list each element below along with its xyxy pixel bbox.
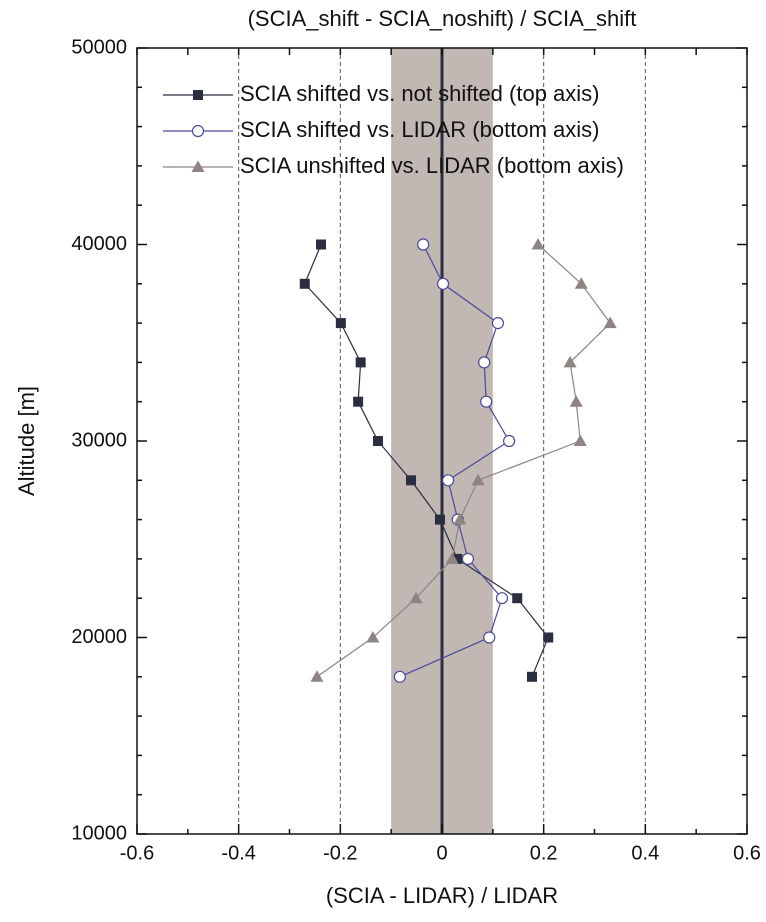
marker-square: [543, 632, 554, 643]
y-tick-label: 10000: [71, 822, 127, 844]
y-tick-label: 20000: [71, 626, 127, 648]
legend-label: SCIA shifted vs. not shifted (top axis): [240, 81, 600, 106]
marker-circle: [503, 434, 516, 448]
y-axis-label: Altitude [m]: [14, 386, 39, 496]
legend-marker: [191, 124, 205, 138]
marker-triangle: [445, 552, 459, 564]
marker-circle: [461, 552, 475, 566]
marker-triangle: [603, 316, 617, 329]
series-line: [304, 244, 549, 678]
x-tick-label: 0.2: [530, 842, 558, 864]
marker-triangle: [310, 670, 324, 682]
marker-triangle: [471, 473, 485, 486]
marker-circle: [478, 356, 491, 369]
marker-square: [434, 514, 445, 525]
x-tick-label: -0.2: [323, 842, 357, 864]
marker-square: [335, 318, 346, 329]
marker-circle: [491, 317, 505, 330]
marker-square: [372, 436, 383, 446]
x-tick-label: 0: [436, 842, 447, 864]
y-tick-label: 30000: [71, 429, 127, 451]
marker-circle: [483, 631, 496, 644]
marker-triangle: [569, 395, 583, 407]
marker-triangle: [563, 355, 577, 368]
series-line: [399, 244, 510, 678]
marker-square: [353, 396, 364, 407]
marker-triangle: [453, 513, 467, 525]
marker-circle: [480, 395, 493, 408]
marker-triangle: [366, 631, 380, 643]
marker-circle: [417, 238, 430, 251]
marker-triangle: [573, 434, 587, 446]
x-tick-label: 0.4: [631, 842, 659, 864]
legend-marker: [191, 160, 205, 172]
x-axis-label: (SCIA - LIDAR) / LIDAR: [326, 883, 558, 908]
x-tick-label: 0.6: [733, 842, 761, 864]
marker-square: [526, 671, 537, 682]
y-tick-label: 40000: [71, 233, 127, 255]
marker-square: [512, 593, 523, 604]
chart-title: (SCIA_shift - SCIA_noshift) / SCIA_shift: [248, 6, 637, 31]
legend-label: SCIA unshifted vs. LIDAR (bottom axis): [240, 153, 624, 178]
marker-circle: [436, 277, 450, 290]
marker-circle: [442, 474, 455, 487]
marker-circle: [393, 670, 406, 683]
marker-square: [452, 553, 463, 564]
legend-marker: [193, 90, 203, 100]
x-tick-label: -0.4: [221, 842, 255, 864]
y-tick-label: 50000: [71, 36, 127, 58]
marker-square: [355, 357, 366, 368]
marker-triangle: [409, 591, 423, 604]
marker-circle: [495, 592, 509, 605]
series-line: [316, 244, 612, 678]
plot-frame: [136, 47, 748, 835]
marker-square: [316, 239, 327, 250]
marker-triangle: [531, 238, 545, 250]
marker-square: [405, 475, 416, 486]
legend-label: SCIA shifted vs. LIDAR (bottom axis): [240, 117, 599, 142]
marker-square: [299, 278, 310, 289]
marker-triangle: [574, 277, 588, 289]
x-tick-label: -0.6: [120, 842, 154, 864]
